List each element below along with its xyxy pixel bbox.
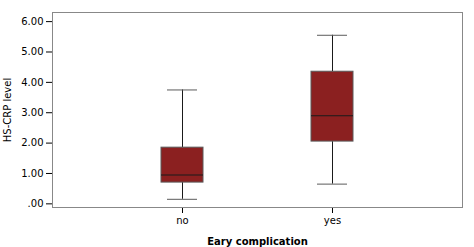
svg-text:3.00: 3.00 bbox=[21, 107, 43, 118]
svg-text:1.00: 1.00 bbox=[21, 168, 43, 179]
svg-text:yes: yes bbox=[324, 215, 341, 226]
svg-text:6.00: 6.00 bbox=[21, 16, 43, 27]
svg-text:5.00: 5.00 bbox=[21, 46, 43, 57]
svg-text:4.00: 4.00 bbox=[21, 77, 43, 88]
svg-text:2.00: 2.00 bbox=[21, 137, 43, 148]
svg-text:Eary complication: Eary complication bbox=[207, 236, 308, 247]
svg-text:.00: .00 bbox=[28, 198, 44, 209]
svg-text:no: no bbox=[176, 215, 188, 226]
svg-text:HS-CRP level: HS-CRP level bbox=[2, 78, 13, 142]
